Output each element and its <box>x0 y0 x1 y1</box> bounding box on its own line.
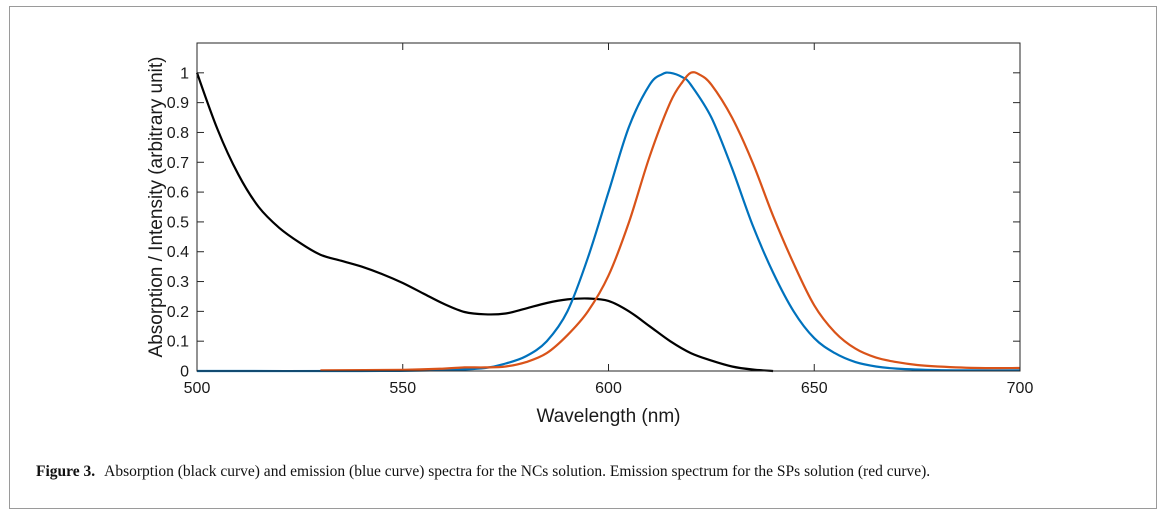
x-ticks: 500 550 600 650 700 <box>184 43 1034 397</box>
absorption-black-curve <box>195 72 774 373</box>
y-tick-label: 0.4 <box>167 244 189 261</box>
y-ticks: 0 0.1 0.2 0.3 0.4 0.5 0.6 0.7 0.8 0.9 1 <box>167 65 1020 381</box>
y-tick-label: 1 <box>180 65 189 82</box>
x-tick-label: 550 <box>389 380 416 397</box>
figure-frame: 0 0.1 0.2 0.3 0.4 0.5 0.6 0.7 0.8 0.9 1 500 550 600 6… <box>9 6 1157 509</box>
spectra-chart: 0 0.1 0.2 0.3 0.4 0.5 0.6 0.7 0.8 0.9 1 500 550 600 6… <box>146 42 1034 427</box>
x-tick-label: 600 <box>595 380 622 397</box>
x-tick-label: 500 <box>184 380 211 397</box>
y-tick-label: 0.9 <box>167 95 189 112</box>
emission-red-curve <box>320 71 1021 372</box>
y-tick-label: 0.8 <box>167 125 189 142</box>
x-axis-label: Wavelength (nm) <box>537 406 681 427</box>
x-tick-label: 650 <box>801 380 828 397</box>
y-axis-label: Absorption / Intensity (arbitrary unit) <box>146 57 167 358</box>
y-tick-label: 0.1 <box>167 334 189 351</box>
x-tick-label: 700 <box>1007 380 1034 397</box>
y-tick-label: 0.5 <box>167 214 189 231</box>
y-tick-label: 0 <box>180 364 189 381</box>
caption-text: Absorption (black curve) and emission (b… <box>104 463 931 480</box>
emission-blue-curve <box>196 71 1021 373</box>
y-tick-label: 0.6 <box>167 185 189 202</box>
plot-area-border <box>196 42 1021 372</box>
y-tick-label: 0.7 <box>167 155 189 172</box>
y-tick-label: 0.2 <box>167 304 189 321</box>
y-tick-label: 0.3 <box>167 274 189 291</box>
series-lines <box>195 71 1021 373</box>
figure-caption: Figure 3. Absorption (black curve) and em… <box>36 461 1146 483</box>
caption-label: Figure 3. <box>36 463 96 480</box>
